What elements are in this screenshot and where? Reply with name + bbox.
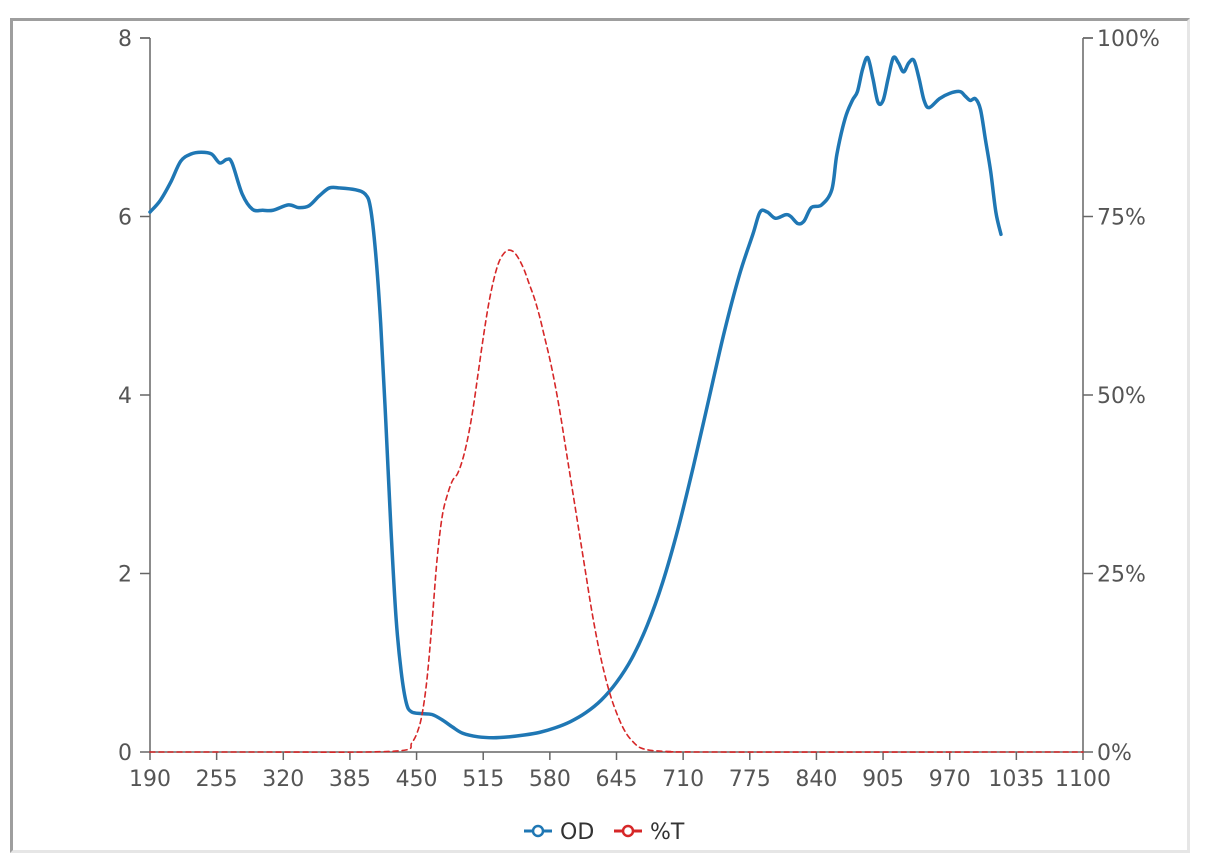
legend-marker-icon <box>621 824 635 838</box>
x-tick-label: 840 <box>795 767 837 792</box>
x-tick-label: 710 <box>662 767 704 792</box>
y-right-tick-label: 25% <box>1097 563 1146 588</box>
legend-item-transmission[interactable]: %T <box>614 820 685 845</box>
x-tick-label: 255 <box>196 767 238 792</box>
y-right-tick-label: 50% <box>1097 384 1146 409</box>
legend-label: OD <box>560 820 594 845</box>
legend-label: %T <box>650 820 685 845</box>
x-tick-label: 1100 <box>1055 767 1111 792</box>
y-right-tick-label: 0% <box>1097 741 1132 766</box>
legend-marker-icon <box>531 824 545 838</box>
x-tick-label: 320 <box>262 767 304 792</box>
x-tick-label: 905 <box>862 767 904 792</box>
x-tick-label: 385 <box>329 767 371 792</box>
x-tick-label: 450 <box>396 767 438 792</box>
y-left-tick-label: 8 <box>118 27 132 52</box>
x-tick-label: 515 <box>462 767 504 792</box>
x-tick-label: 645 <box>596 767 638 792</box>
x-tick-label: 970 <box>929 767 971 792</box>
y-left-tick-label: 4 <box>118 384 132 409</box>
legend-item-od[interactable]: OD <box>524 820 594 845</box>
axes: 190 255 320 385 450 515 580 645 710 775 840 905 970 1… <box>118 27 1160 792</box>
series-line-transmission <box>149 249 1084 753</box>
y-left-tick-label: 2 <box>118 563 132 588</box>
legend[interactable]: OD %T <box>524 820 685 845</box>
y-left-tick-label: 0 <box>118 741 132 766</box>
x-tick-label: 190 <box>129 767 171 792</box>
x-tick-label: 1035 <box>988 767 1044 792</box>
x-tick-label: 580 <box>529 767 571 792</box>
y-left-tick-label: 6 <box>118 206 132 231</box>
series-layer <box>148 55 1084 753</box>
y-right-tick-label: 100% <box>1097 27 1160 52</box>
y-right-tick-label: 75% <box>1097 206 1146 231</box>
chart-frame <box>10 18 1190 853</box>
series-line-od <box>148 55 1003 740</box>
x-tick-label: 775 <box>729 767 771 792</box>
